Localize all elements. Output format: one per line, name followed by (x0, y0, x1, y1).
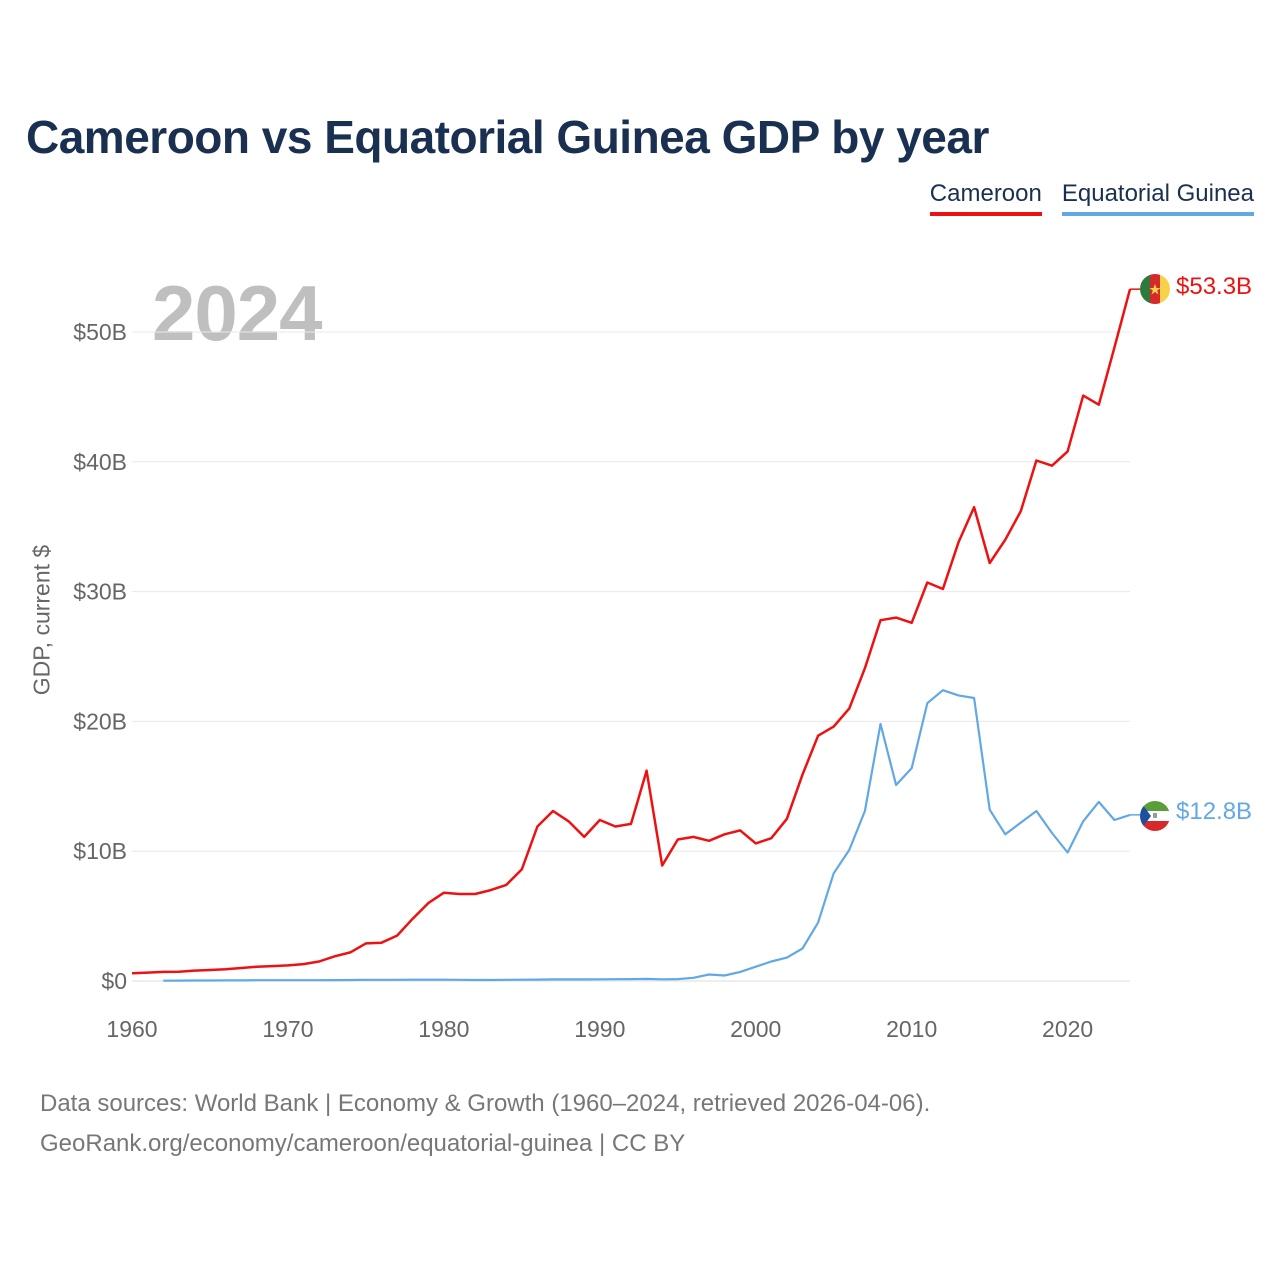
x-tick-label: 2000 (730, 1016, 781, 1042)
cameroon-flag-icon (1140, 274, 1170, 304)
x-tick-label: 1960 (106, 1016, 157, 1042)
y-tick-label: $20B (73, 708, 127, 734)
equatorial-guinea-end-value: $12.8B (1176, 798, 1253, 825)
x-tick-label: 2020 (1042, 1016, 1093, 1042)
series-line-equatorial-guinea[interactable] (163, 689, 1131, 982)
legend: Cameroon Equatorial Guinea (929, 180, 1254, 216)
cameroon-end-value: $53.3B (1176, 273, 1253, 300)
y-tick-label: $10B (73, 838, 127, 864)
equatorial-guinea-flag-icon (1140, 801, 1170, 831)
grid-lines (132, 331, 1130, 982)
y-tick-label: $0 (101, 968, 127, 994)
source-note: Data sources: World Bank | Economy & Gro… (40, 1084, 930, 1164)
source-line-2[interactable]: GeoRank.org/economy/cameroon/equatorial-… (40, 1130, 686, 1157)
y-tick-label: $50B (73, 319, 127, 345)
x-tick-label: 1980 (418, 1016, 469, 1042)
y-tick-label: $40B (73, 449, 127, 475)
x-tick-label: 2010 (886, 1016, 937, 1042)
y-axis-ticks: $0 $10B $20B $30B $40B $50B (73, 319, 127, 994)
x-tick-label: 1970 (262, 1016, 313, 1042)
x-axis-ticks: 1960 1970 1980 1990 2000 2010 2020 (106, 1016, 1093, 1042)
source-line-1: Data sources: World Bank | Economy & Gro… (40, 1090, 931, 1117)
legend-item-cameroon[interactable]: Cameroon (929, 180, 1042, 216)
series-lines (131, 288, 1140, 982)
chart-title: Cameroon vs Equatorial Guinea GDP by yea… (26, 111, 989, 163)
y-tick-label: $30B (73, 579, 127, 605)
current-year-label: 2024 (152, 269, 323, 357)
series-line-cameroon[interactable] (131, 288, 1132, 975)
legend-item-equatorial-guinea[interactable]: Equatorial Guinea (1061, 180, 1254, 216)
x-tick-label: 1990 (574, 1016, 625, 1042)
